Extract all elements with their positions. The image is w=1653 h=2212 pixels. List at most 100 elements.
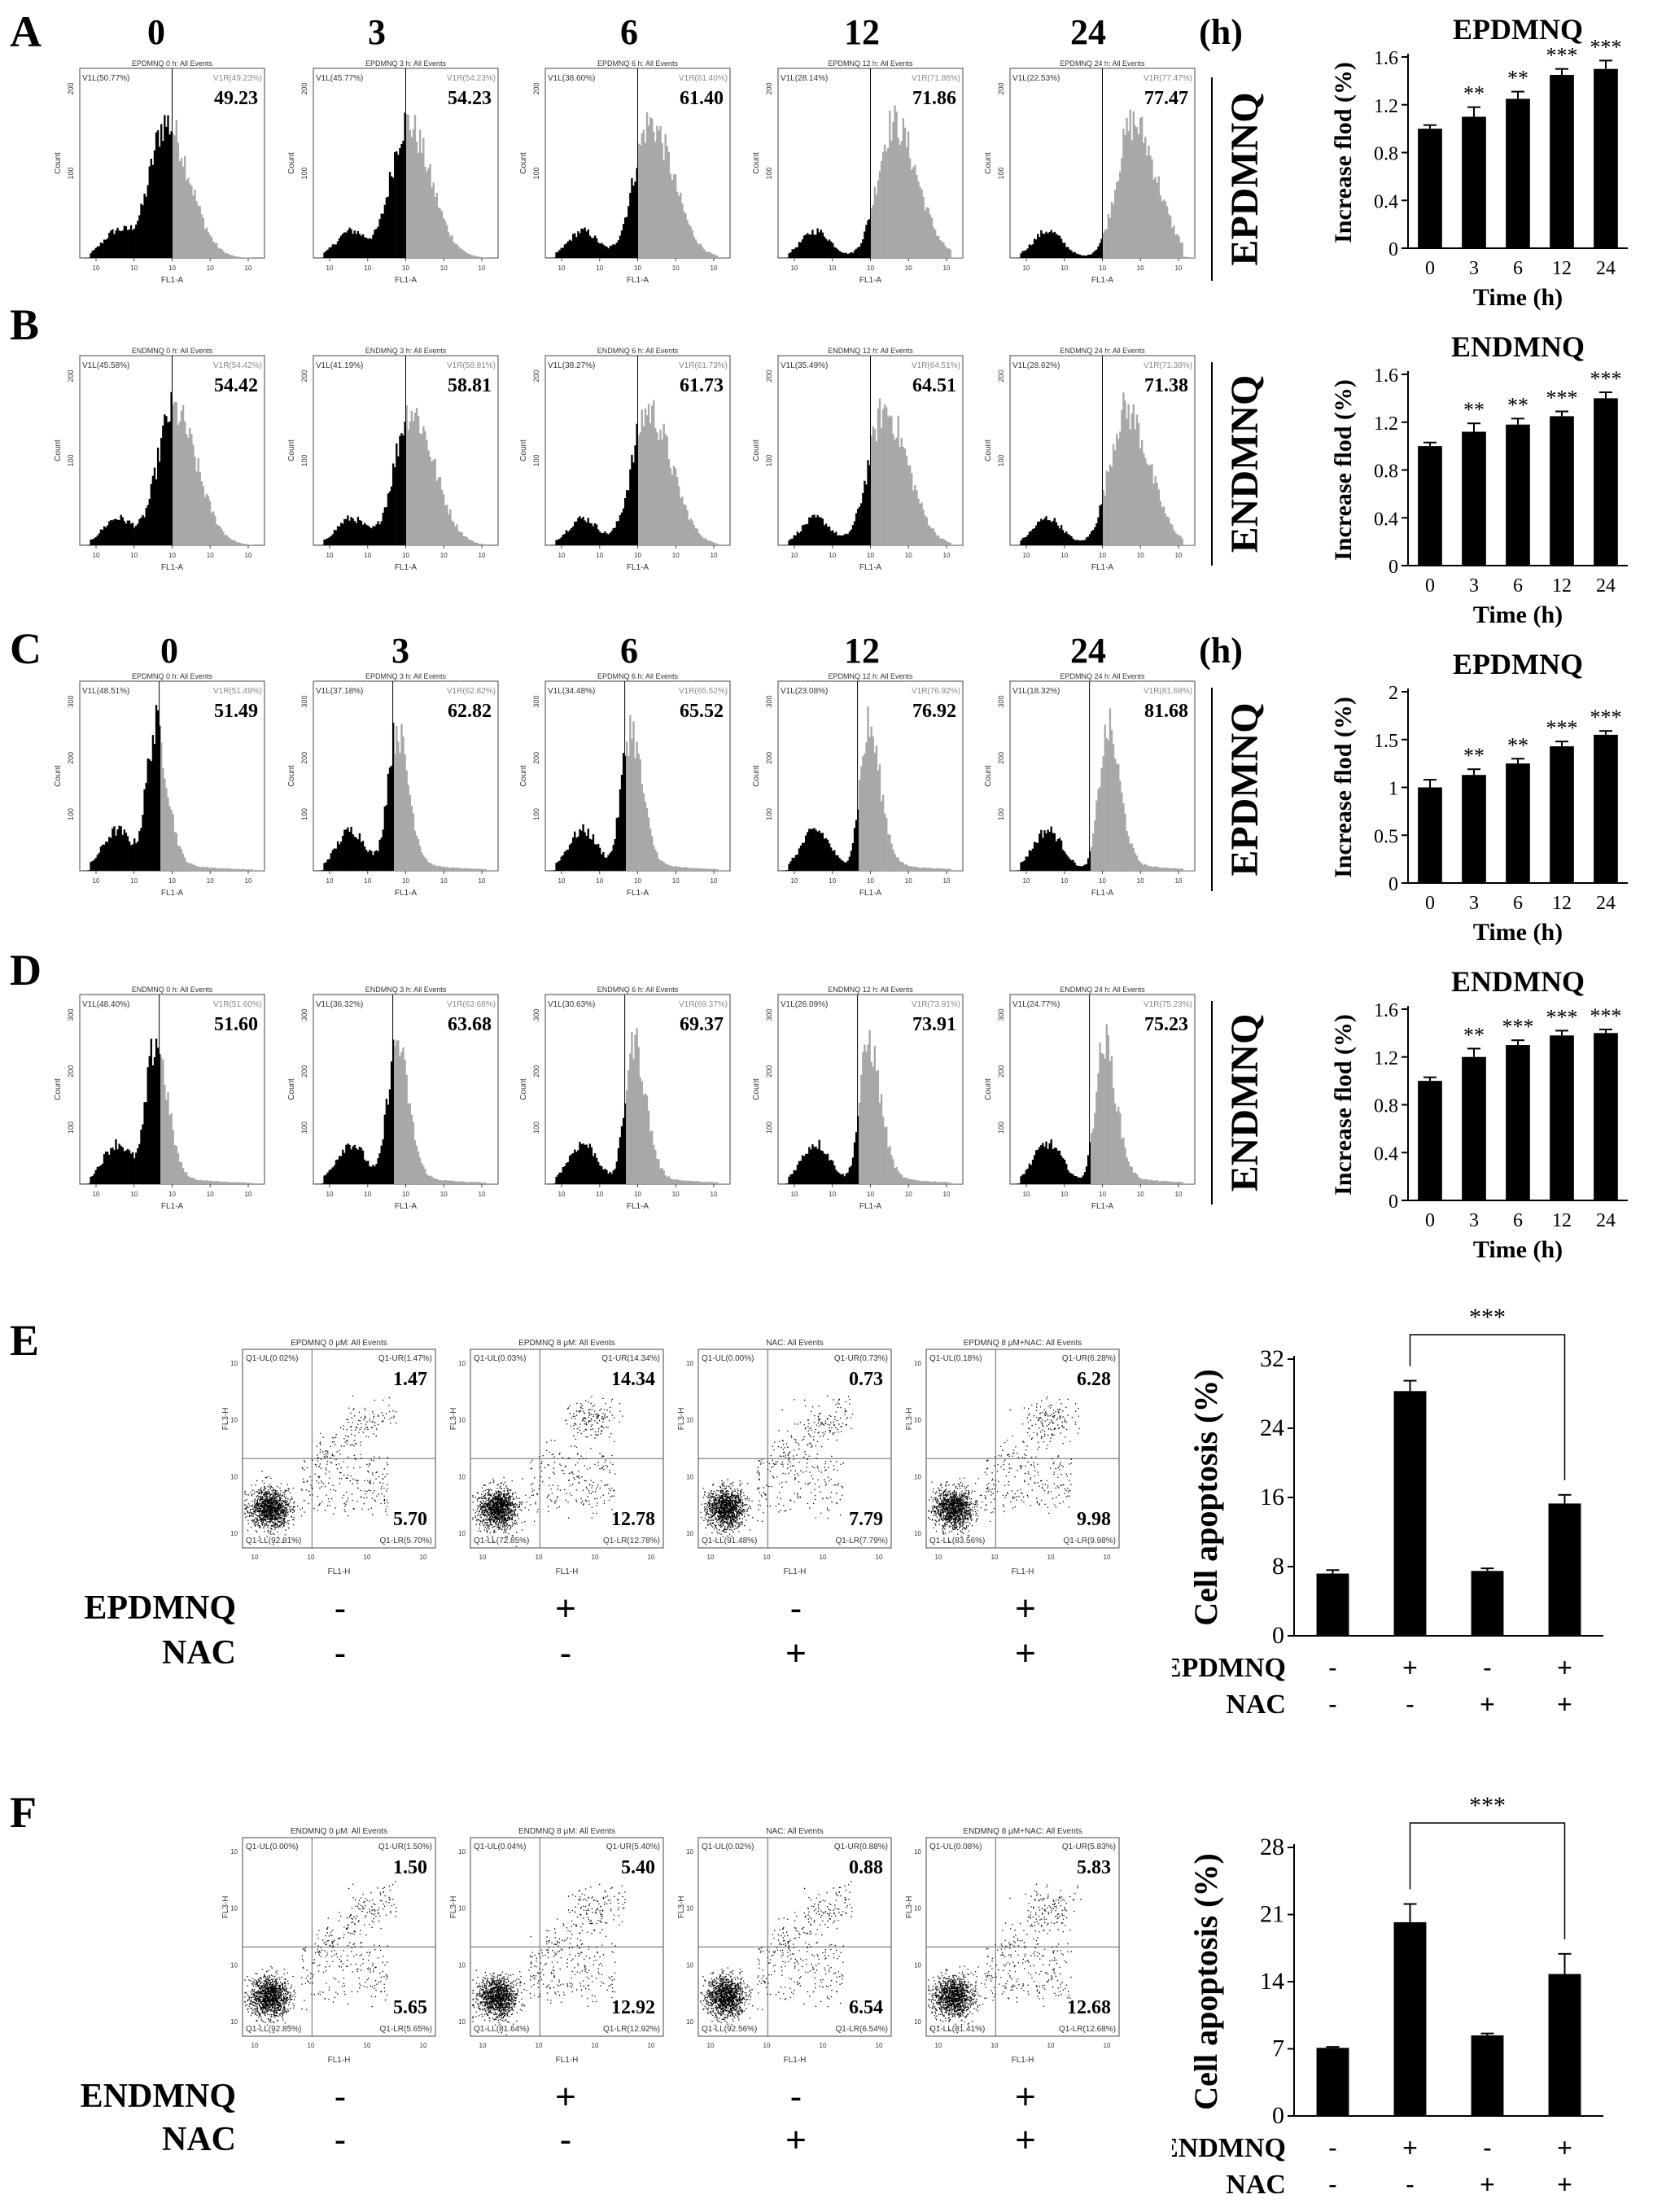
x-axis-label: Time (h)	[1473, 601, 1563, 628]
histogram-bin	[696, 243, 699, 258]
histogram-bin	[683, 504, 685, 545]
histogram-bin	[203, 1180, 207, 1184]
y-tick-label: 300	[765, 695, 773, 707]
histogram-bin	[444, 505, 447, 545]
y-tick-label: 200	[67, 752, 75, 764]
histogram-bin	[156, 448, 160, 545]
histogram-bin	[927, 208, 930, 258]
histogram-bin	[835, 247, 837, 258]
histogram-bin	[1132, 847, 1135, 871]
histogram-bin	[1030, 850, 1033, 871]
histogram-bin	[415, 141, 418, 258]
histogram-bin	[590, 1147, 593, 1184]
histogram-bin	[902, 1177, 905, 1184]
histogram-bin	[178, 161, 181, 258]
histogram-bin	[462, 536, 466, 545]
bar	[1594, 398, 1618, 566]
histogram-bin	[934, 868, 937, 871]
histogram-bin	[823, 236, 826, 258]
histogram-bin	[575, 237, 578, 258]
y-tick-label: 200	[532, 1065, 540, 1078]
dot-plot-frame	[470, 1837, 664, 2037]
x-axis-label: FL1-A	[1091, 889, 1114, 898]
histogram-bin	[799, 1161, 802, 1184]
histogram-bin	[832, 1161, 834, 1184]
histogram-bin	[216, 868, 218, 871]
histogram-bin	[886, 407, 888, 545]
histogram-bin	[853, 250, 856, 258]
histogram-bin	[1192, 257, 1196, 258]
histogram-bin	[934, 1181, 937, 1184]
histogram-bin	[462, 250, 466, 258]
histogram-bin	[595, 524, 598, 545]
histogram-bin	[214, 868, 216, 871]
histogram-bin	[343, 232, 346, 258]
histogram-bin	[1143, 864, 1145, 871]
histogram-bin	[412, 813, 415, 871]
gate-percent-value: 65.52	[680, 701, 724, 722]
histogram-bin	[331, 244, 335, 258]
histogram-bin	[656, 432, 658, 545]
histogram-bin	[877, 180, 880, 258]
histogram-bin	[557, 251, 559, 258]
histogram-bin	[702, 249, 706, 258]
histogram-bin	[1167, 1181, 1170, 1184]
x-tick-label: 10	[402, 552, 409, 559]
histogram-bin	[1055, 234, 1058, 258]
bar	[1462, 1056, 1486, 1200]
histogram-bin	[153, 467, 156, 545]
histogram-bin	[345, 518, 348, 545]
histogram-bin	[1052, 232, 1054, 258]
histogram-bin	[137, 1148, 139, 1184]
histogram-bin	[821, 518, 824, 545]
y-tick-label: 300	[300, 695, 308, 707]
histogram-bin	[560, 247, 562, 258]
histogram-bin	[850, 529, 853, 545]
histogram-bin	[1034, 239, 1038, 258]
histogram-bin	[479, 868, 482, 871]
x-axis-label: FL1-H	[1012, 2056, 1034, 2065]
histogram-bin	[1087, 1155, 1090, 1184]
histogram-bin	[659, 1168, 662, 1184]
histogram-bin	[173, 832, 176, 871]
histogram-bin	[382, 1139, 384, 1184]
histogram-bin	[336, 1159, 339, 1184]
histogram-bin	[1143, 1179, 1145, 1184]
histogram-bin	[251, 1183, 253, 1184]
histogram-bin	[1109, 464, 1112, 545]
histogram-bin	[361, 841, 365, 871]
histogram-bin	[1144, 457, 1147, 545]
histogram-bin	[140, 517, 142, 545]
histogram-bin	[116, 1149, 119, 1184]
histogram-bin	[609, 246, 611, 258]
histogram-bin	[851, 525, 855, 545]
x-tick-label: 10	[943, 1191, 951, 1198]
x-tick-label: 10	[648, 1554, 655, 1561]
histogram-bin	[811, 230, 814, 258]
histogram-bin	[221, 528, 223, 545]
histogram-bin	[1122, 1138, 1125, 1184]
histogram-bin	[338, 526, 341, 545]
histogram-bin	[335, 1160, 338, 1184]
histogram-bin	[1113, 450, 1117, 545]
x-axis-label: FL1-A	[395, 276, 418, 285]
histogram-bin	[932, 227, 935, 258]
histogram-bin	[388, 491, 391, 545]
histogram-bin	[606, 246, 608, 258]
histogram-bin	[407, 1104, 409, 1184]
y-tick-label: 0	[1388, 239, 1398, 260]
compound-label-d: ENDMNQ	[1223, 1013, 1266, 1192]
dot-plot-frame	[470, 1349, 664, 1549]
histogram-bin	[824, 523, 828, 545]
histogram-bin	[710, 1182, 712, 1184]
histogram-bin	[609, 1171, 611, 1184]
histogram-bin	[642, 426, 645, 545]
histogram-bin	[135, 525, 138, 545]
histogram-bin	[205, 867, 208, 871]
y-axis-label: Count	[984, 152, 993, 174]
histogram-bin	[1109, 217, 1112, 258]
histogram-bin	[181, 166, 185, 258]
histogram-bin	[917, 181, 920, 258]
